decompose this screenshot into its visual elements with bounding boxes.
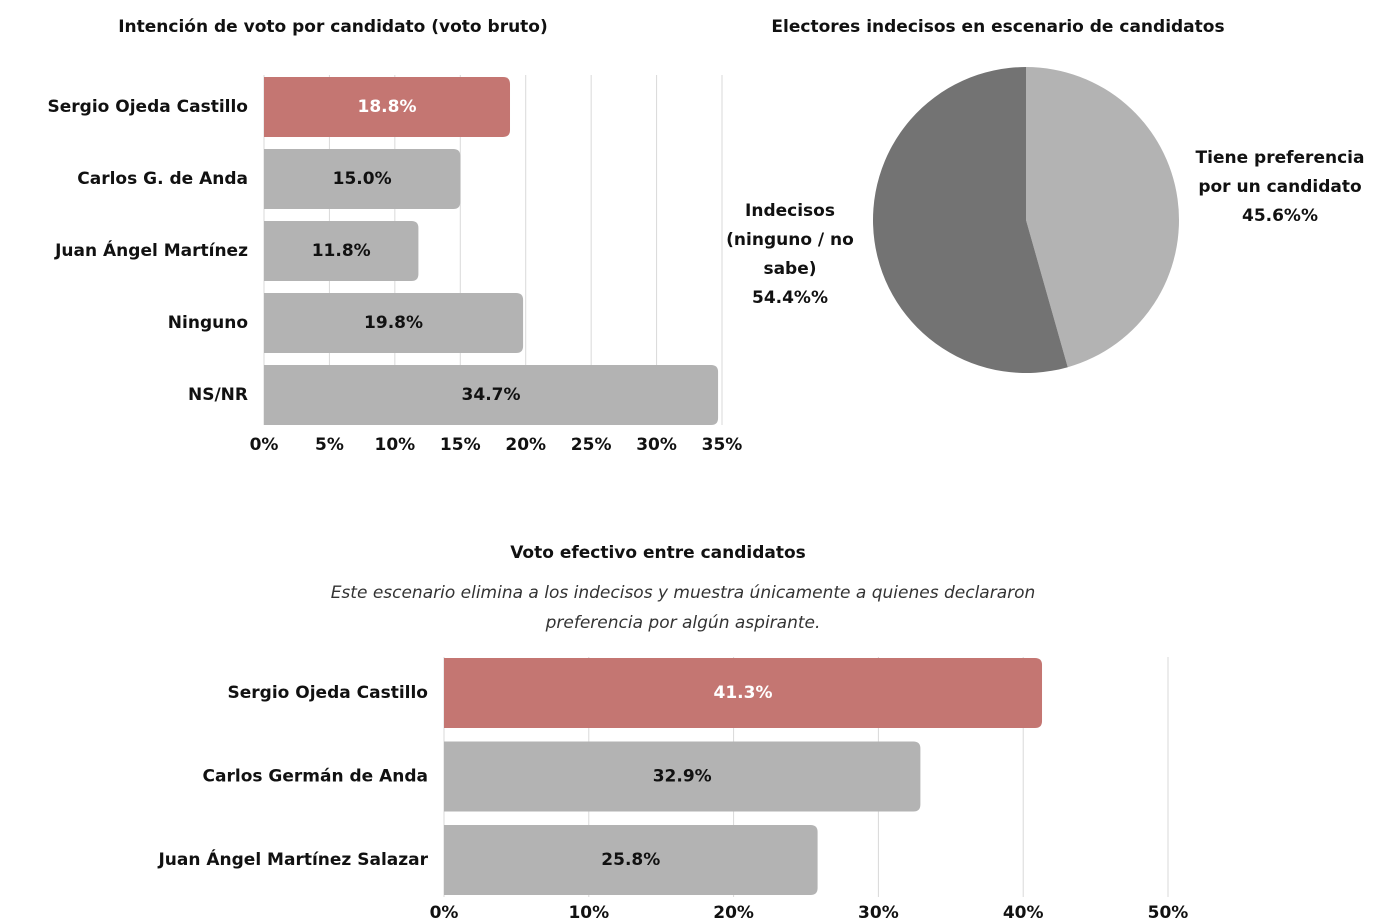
category-label: Ninguno (168, 313, 248, 333)
bar (264, 77, 511, 137)
value-label: 19.8% (364, 313, 423, 333)
chart-title: Voto efectivo entre candidatos (510, 543, 806, 563)
x-tick-label: 35% (702, 435, 743, 455)
value-label: 25.8% (601, 850, 660, 870)
value-label: 32.9% (653, 767, 712, 787)
category-label: Juan Ángel Martínez (54, 239, 248, 261)
x-tick-label: 25% (571, 435, 612, 455)
bar (264, 293, 524, 353)
bar (444, 658, 1043, 728)
x-tick-label: 30% (636, 435, 677, 455)
bar (444, 825, 818, 895)
x-tick-label: 50% (1148, 903, 1189, 923)
x-tick-label: 0% (250, 435, 279, 455)
pie-slice (873, 67, 1068, 373)
bar (264, 365, 719, 425)
bar (264, 149, 461, 209)
category-label: Carlos G. de Anda (77, 169, 248, 189)
x-tick-label: 5% (315, 435, 344, 455)
chart-title: Intención de voto por candidato (voto br… (118, 17, 548, 37)
slice-value-label: 45.6%% (1242, 206, 1318, 226)
category-label: Sergio Ojeda Castillo (48, 97, 248, 117)
bar (264, 221, 419, 281)
slice-label: por un candidato (1198, 177, 1361, 197)
value-label: 18.8% (358, 97, 417, 117)
value-label: 15.0% (333, 169, 392, 189)
bar (444, 741, 921, 812)
category-label: Juan Ángel Martínez Salazar (157, 848, 428, 870)
slice-label: Indecisos (745, 201, 835, 221)
category-label: Carlos Germán de Anda (203, 767, 428, 787)
x-tick-label: 10% (375, 435, 416, 455)
value-label: 41.3% (714, 683, 773, 703)
chart-subtitle: preferencia por algún aspirante. (545, 613, 821, 633)
x-tick-label: 0% (430, 903, 459, 923)
x-tick-label: 20% (505, 435, 546, 455)
x-tick-label: 15% (440, 435, 481, 455)
x-tick-label: 20% (713, 903, 754, 923)
chart-subtitle: Este escenario elimina a los indecisos y… (331, 583, 1036, 603)
x-tick-label: 30% (858, 903, 899, 923)
slice-label: sabe) (763, 259, 816, 279)
value-label: 11.8% (312, 241, 371, 261)
x-tick-label: 10% (568, 903, 609, 923)
category-label: Sergio Ojeda Castillo (228, 683, 428, 703)
pie-slice (1026, 67, 1180, 368)
slice-value-label: 54.4%% (752, 288, 828, 308)
chart-title: Electores indecisos en escenario de cand… (771, 17, 1224, 37)
value-label: 34.7% (462, 385, 521, 405)
x-tick-label: 40% (1003, 903, 1044, 923)
category-label: NS/NR (188, 385, 248, 405)
slice-label: Tiene preferencia (1196, 148, 1365, 168)
slice-label: (ninguno / no (726, 230, 854, 250)
